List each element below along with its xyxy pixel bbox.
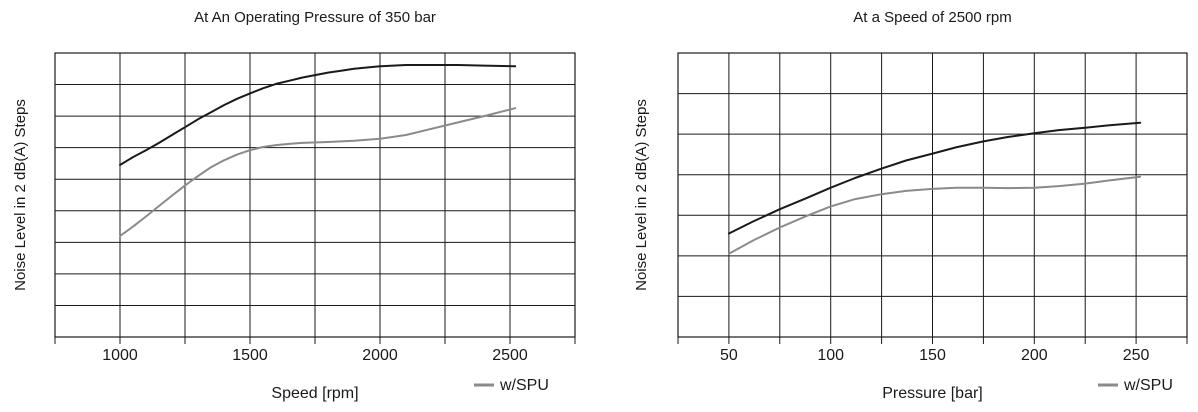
x-tick-label: 250 [1123, 347, 1150, 364]
legend-label: w/SPU [499, 377, 549, 394]
series-line-1 [727, 121, 1142, 235]
x-tick-label: 2000 [362, 347, 398, 364]
y-axis-label: Noise Level in 2 dB(A) Steps [633, 99, 650, 291]
legend-label: w/SPU [1123, 377, 1173, 394]
chart-title: At a Speed of 2500 rpm [853, 9, 1011, 26]
x-axis-label: Pressure [bar] [882, 385, 982, 402]
chart-2: 50 100 150 200 250 At a Speed of 2500 rpm Pres… [633, 9, 1188, 402]
x-axis-label: Speed [rpm] [271, 385, 358, 402]
x-tick-label: 150 [919, 347, 946, 364]
x-tick-label: 100 [817, 347, 844, 364]
chart-1: 1000 1500 2000 2500 At An Operating Pressure… [12, 9, 576, 402]
x-tick-label: 1000 [102, 347, 138, 364]
x-tick-label: 200 [1021, 347, 1048, 364]
x-tick-label: 1500 [232, 347, 268, 364]
series-line-w-spu [727, 175, 1142, 255]
chart-title: At An Operating Pressure of 350 bar [194, 9, 436, 26]
x-tick-label: 50 [720, 347, 738, 364]
x-tick-label: 2500 [492, 347, 528, 364]
series-line-1 [119, 64, 517, 166]
series-line-w-spu [119, 107, 517, 237]
y-axis-label: Noise Level in 2 dB(A) Steps [12, 99, 29, 291]
